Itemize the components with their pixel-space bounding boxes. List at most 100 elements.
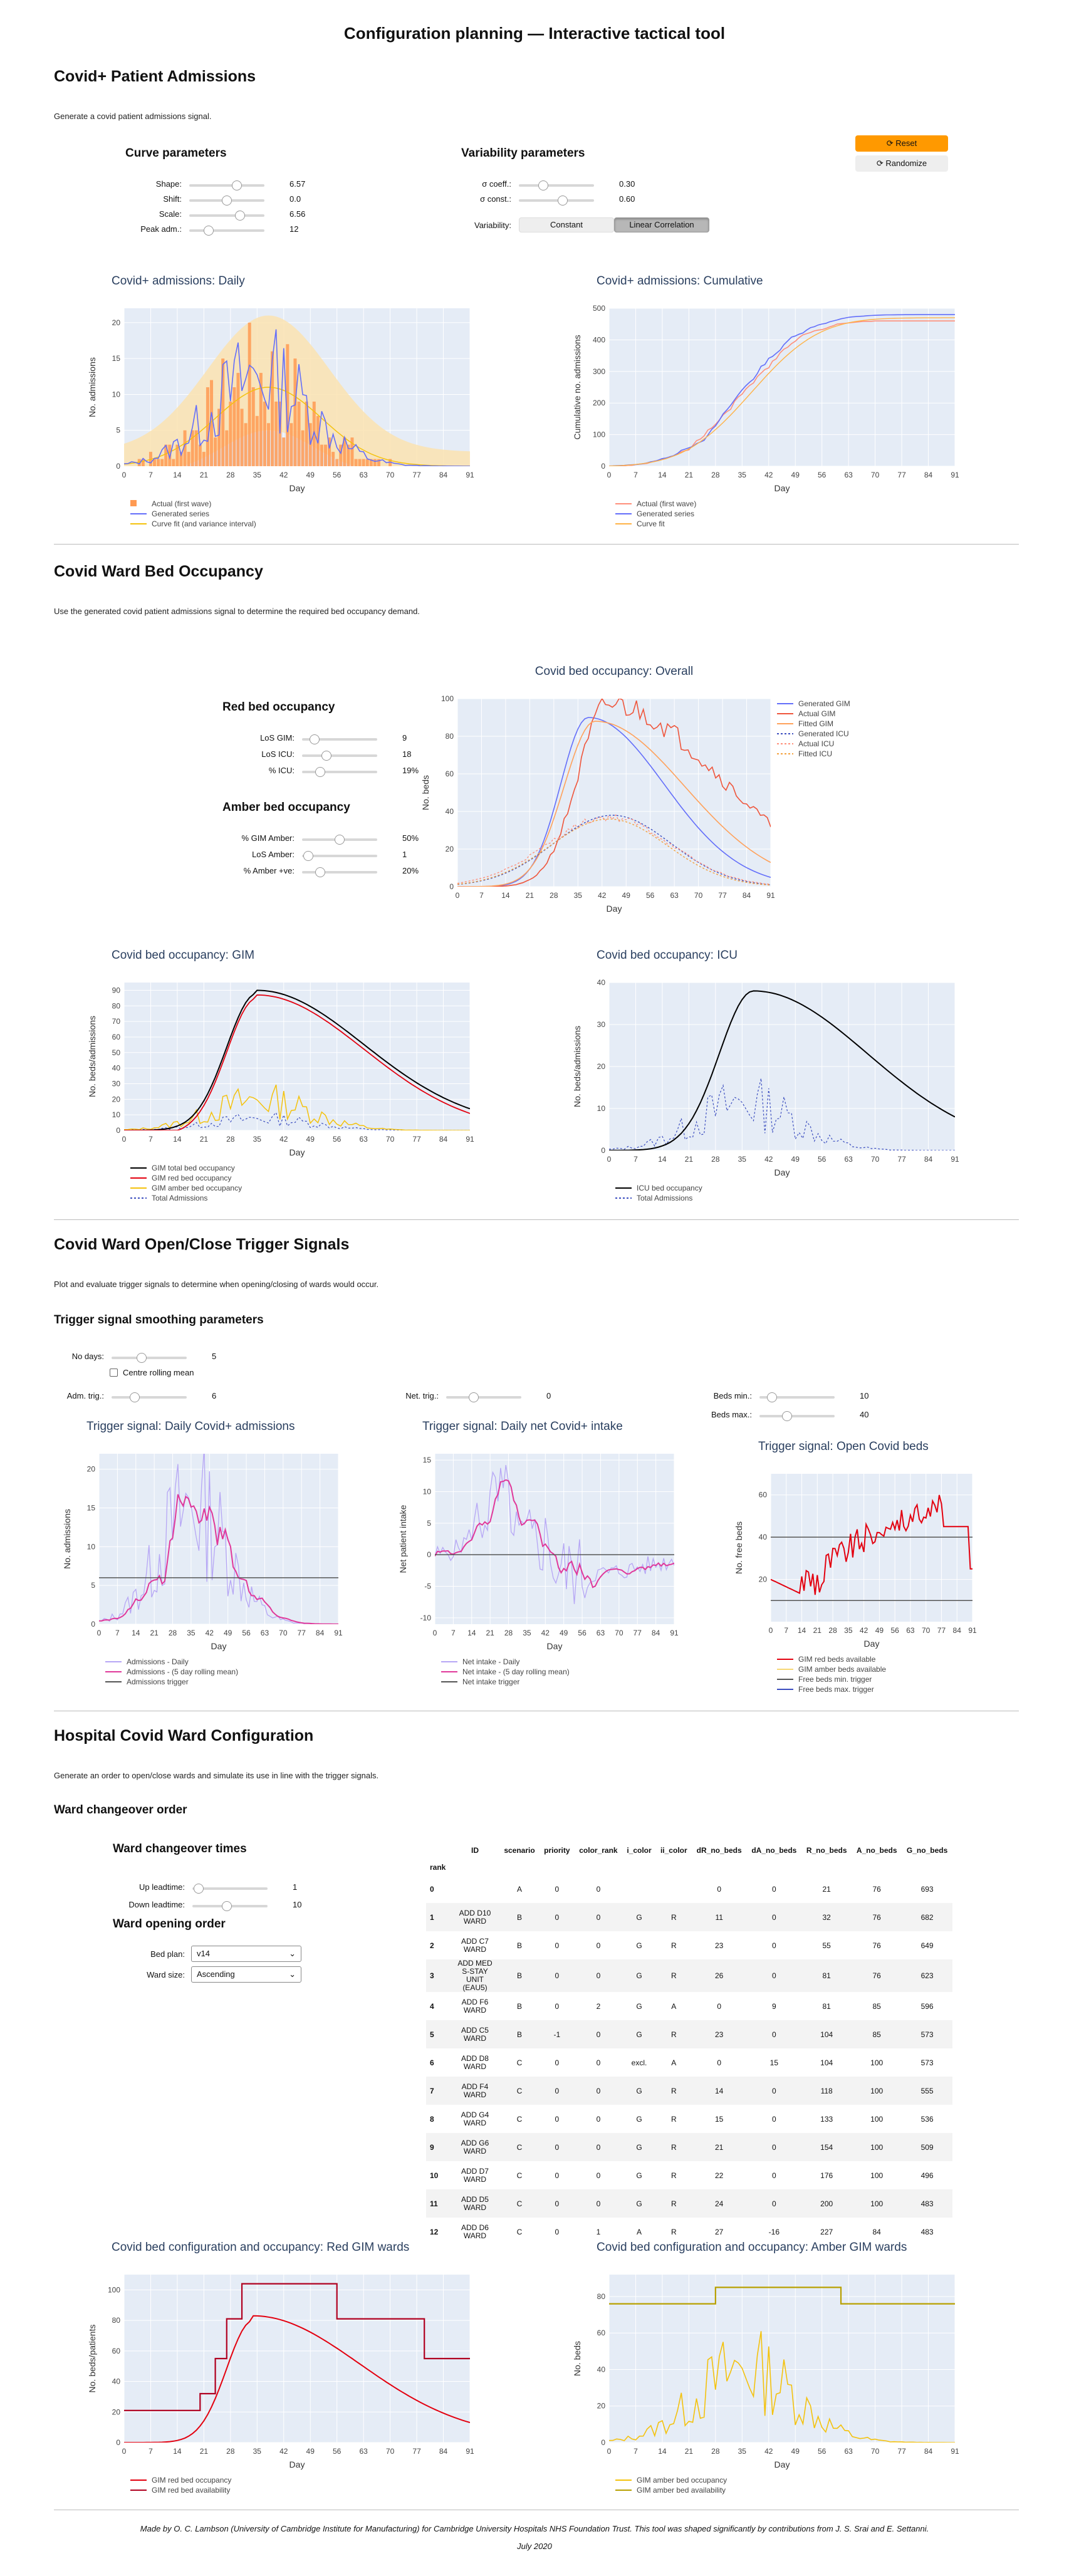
admission-bar <box>183 430 187 466</box>
availability-step <box>609 2287 955 2305</box>
slider-track[interactable] <box>302 835 377 845</box>
table-cell: 227 <box>820 2227 833 2236</box>
x-tick-label: 70 <box>279 1629 288 1637</box>
slider-track[interactable] <box>112 1392 187 1402</box>
series-line <box>124 994 470 1130</box>
series-group <box>771 1494 973 1602</box>
series-line <box>609 314 955 466</box>
curve-fit-line <box>124 387 470 466</box>
slider-label: Up leadtime: <box>139 1882 185 1892</box>
slider-track[interactable] <box>446 1392 521 1402</box>
randomize-label: Randomize <box>885 159 927 168</box>
table-cell: 536 <box>920 2114 934 2124</box>
row-rank: 8 <box>430 2114 434 2124</box>
table-cell <box>451 1875 499 1903</box>
slider-handle[interactable] <box>221 1901 232 1911</box>
slider-label: LoS ICU: <box>261 749 295 759</box>
variability-linear-button[interactable]: Linear Correlation <box>614 217 709 232</box>
slider-track[interactable] <box>192 1884 268 1894</box>
admission-bar <box>221 358 225 466</box>
slider-handle[interactable] <box>310 734 320 744</box>
x-tick-label: 7 <box>634 2447 638 2456</box>
slider-label: % Amber +ve: <box>243 866 295 875</box>
table-cell: 0 <box>555 1884 560 1894</box>
slider-track[interactable] <box>759 1411 835 1421</box>
table-cell: 100 <box>870 2142 884 2152</box>
slider-handle[interactable] <box>315 867 325 877</box>
x-tick-label: 84 <box>743 891 751 900</box>
slider-handle[interactable] <box>767 1392 778 1402</box>
admission-bar <box>388 459 392 466</box>
slider-track[interactable] <box>112 1353 187 1363</box>
plot-area <box>609 308 955 466</box>
slider-handle[interactable] <box>315 767 325 777</box>
column-header: i_color <box>627 1846 652 1855</box>
x-tick-label: 56 <box>333 471 342 479</box>
table-cell: 0 <box>771 1884 776 1894</box>
table-cell: C <box>516 2114 523 2124</box>
legend-entry: GIM amber bed availability <box>637 2486 726 2495</box>
slider-track[interactable] <box>302 751 377 761</box>
y-tick-label: 80 <box>446 732 454 741</box>
y-tick-label: 300 <box>593 367 605 376</box>
slider-handle[interactable] <box>136 1353 147 1363</box>
table-cell: 496 <box>920 2171 934 2180</box>
slider-handle[interactable] <box>303 851 314 861</box>
slider-handle[interactable] <box>203 226 214 236</box>
slider-label: Beds min.: <box>713 1391 752 1400</box>
admission-bar <box>172 459 175 466</box>
legend-entry: Admissions trigger <box>127 1677 189 1686</box>
y-axis-label: No. beds/admissions <box>87 1016 97 1097</box>
slider-track[interactable] <box>759 1392 835 1402</box>
randomize-button[interactable]: ⟳ Randomize <box>855 155 948 172</box>
slider-handle[interactable] <box>782 1411 793 1421</box>
slider-handle[interactable] <box>222 196 232 206</box>
slider-handle[interactable] <box>558 196 568 206</box>
x-tick-label: 35 <box>738 1155 747 1164</box>
ward-size-select[interactable]: Ascending ⌄ <box>191 1966 301 1983</box>
table-cell: 0 <box>596 2030 601 2039</box>
x-tick-label: 28 <box>504 1629 513 1637</box>
slider-track[interactable] <box>302 734 377 744</box>
plot-area <box>457 699 771 887</box>
reset-button[interactable]: ⟳ Reset <box>855 135 948 152</box>
x-tick-label: 42 <box>279 1135 288 1144</box>
x-tick-label: 49 <box>622 891 631 900</box>
slider-handle[interactable] <box>130 1392 140 1402</box>
table-cell: R <box>670 2199 677 2208</box>
slider-value: 1 <box>402 850 407 859</box>
centre-rolling-checkbox[interactable] <box>110 1369 118 1377</box>
admission-bar <box>141 459 145 466</box>
column-header: priority <box>544 1846 570 1855</box>
table-cell: G <box>636 2114 642 2124</box>
slider-track[interactable] <box>519 180 594 190</box>
slider-track[interactable] <box>189 211 264 221</box>
x-tick-label: 14 <box>173 2447 182 2456</box>
slider-handle[interactable] <box>194 1884 204 1894</box>
slider-track[interactable] <box>189 226 264 236</box>
legend-entry: Total Admissions <box>637 1194 692 1202</box>
slider-handle[interactable] <box>469 1392 479 1402</box>
availability-step <box>124 2283 470 2411</box>
slider-track[interactable] <box>519 196 594 206</box>
x-tick-label: 91 <box>951 471 959 479</box>
bed-plan-select[interactable]: v14 ⌄ <box>191 1946 301 1962</box>
variability-constant-button[interactable]: Constant <box>519 217 614 232</box>
slider-handle[interactable] <box>335 835 345 845</box>
slider-track[interactable] <box>189 196 264 206</box>
slider-track[interactable] <box>192 1901 268 1911</box>
slider-handle[interactable] <box>321 751 332 761</box>
slider-track[interactable] <box>302 767 377 777</box>
series-group <box>609 2287 955 2443</box>
x-tick-label: 49 <box>791 1155 800 1164</box>
slider-track[interactable] <box>189 180 264 190</box>
slider-handle[interactable] <box>231 180 242 190</box>
slider-handle[interactable] <box>234 211 245 221</box>
admission-bar <box>286 344 289 466</box>
slider-track[interactable] <box>302 867 377 877</box>
slider-track[interactable] <box>302 851 377 861</box>
legend-entry: Free beds max. trigger <box>798 1685 874 1694</box>
x-tick-label: 42 <box>206 1629 214 1637</box>
admission-bar <box>175 444 179 466</box>
slider-handle[interactable] <box>538 180 549 190</box>
